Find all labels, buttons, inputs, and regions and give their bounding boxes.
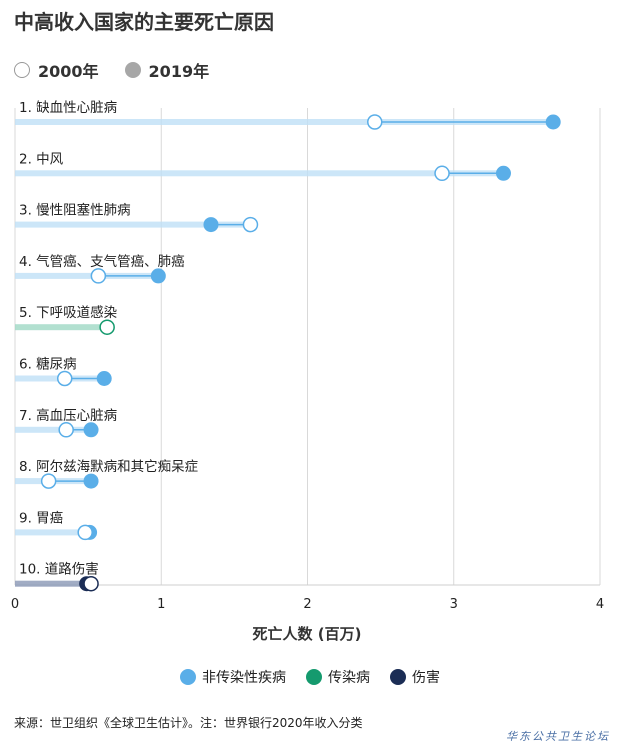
point-2000-8 [40, 473, 57, 489]
year-legend: 2000年 2019年 [14, 58, 235, 82]
point-2000-5 [99, 319, 115, 335]
x-tick-label-4: 4 [596, 597, 604, 612]
point-2000-9 [77, 524, 93, 541]
category-label-4: 4. 气管癌、支气管癌、肺癌 [19, 254, 185, 270]
category-label-8: 8. 阿尔兹海默病和其它痴呆症 [19, 458, 198, 475]
category-label-5: 5. 下呼吸道感染 [19, 304, 118, 321]
legend-label-2019: 2019年 [148, 62, 210, 81]
point-2000-10 [83, 575, 99, 592]
point-2019-3 [203, 217, 219, 233]
x-tick-label-2: 2 [303, 597, 311, 612]
infectious-swatch-icon [306, 669, 322, 685]
x-tick-label-3: 3 [450, 597, 458, 612]
row-baseline-bar-10 [15, 580, 92, 587]
injury-swatch-icon [390, 669, 406, 685]
row-baseline-bar-1 [15, 119, 554, 125]
legend-item-2019: 2019年 [124, 58, 210, 82]
point-2019-8 [83, 473, 99, 489]
open-circle-icon [14, 62, 30, 78]
legend-item-2000: 2000年 [14, 58, 99, 82]
legend-label-infectious: 传染病 [328, 670, 370, 686]
x-tick-label-0: 0 [11, 597, 19, 612]
category-legend: 非传染性疾病 传染病 伤害 [0, 667, 620, 687]
point-2000-6 [56, 370, 73, 387]
category-label-2: 2. 中风 [19, 151, 64, 167]
point-2000-4 [90, 268, 107, 284]
dumbbell-chart: 0 1 2 3 4 死亡人数 (百万) 1. 缺血性心脏病 2. 中风 3. 慢性阻塞性肺病 4.… [11, 100, 604, 643]
point-2019-1 [545, 114, 561, 130]
category-label-6: 6. 糖尿病 [19, 357, 77, 373]
legend-item-injury: 伤害 [390, 667, 440, 687]
legend-label-injury: 伤害 [412, 670, 440, 686]
x-tick-label-1: 1 [157, 597, 165, 612]
ncd-swatch-icon [180, 669, 196, 685]
category-label-10: 10. 道路伤害 [19, 562, 99, 578]
legend-label-ncd: 非传染性疾病 [202, 670, 286, 686]
point-2000-2 [434, 165, 450, 182]
row-baseline-bar-3 [15, 221, 251, 228]
row-baseline-bar-2 [15, 170, 504, 177]
category-label-3: 3. 慢性阻塞性肺病 [19, 202, 131, 219]
point-2019-2 [495, 165, 511, 181]
row-baseline-bar-7 [15, 426, 92, 433]
category-label-7: 7. 高血压心脏病 [19, 407, 117, 424]
row-baseline-bar-9 [15, 529, 90, 536]
row-baseline-bar-4 [15, 272, 159, 279]
legend-item-infectious: 传染病 [306, 667, 370, 687]
point-2019-6 [96, 371, 112, 386]
point-2000-7 [58, 422, 74, 438]
watermark: 华东公共卫生论坛 [506, 730, 610, 743]
legend-label-2000: 2000年 [38, 62, 99, 81]
legend-item-ncd: 非传染性疾病 [180, 667, 286, 687]
category-label-9: 9. 胃癌 [19, 510, 63, 526]
source-note: 来源：世卫组织《全球卫生估计》。注：世界银行2020年收入分类 [14, 716, 363, 730]
point-2000-1 [367, 114, 383, 130]
x-axis-title: 死亡人数 (百万) [253, 625, 362, 643]
point-2000-3 [242, 216, 259, 233]
row-baseline-bar-5 [15, 324, 108, 331]
filled-circle-icon [124, 62, 141, 78]
chart-title: 中高收入国家的主要死亡原因 [14, 10, 274, 34]
category-label-1: 1. 缺血性心脏病 [19, 100, 117, 116]
point-2019-4 [150, 268, 166, 284]
point-2019-7 [83, 422, 99, 438]
